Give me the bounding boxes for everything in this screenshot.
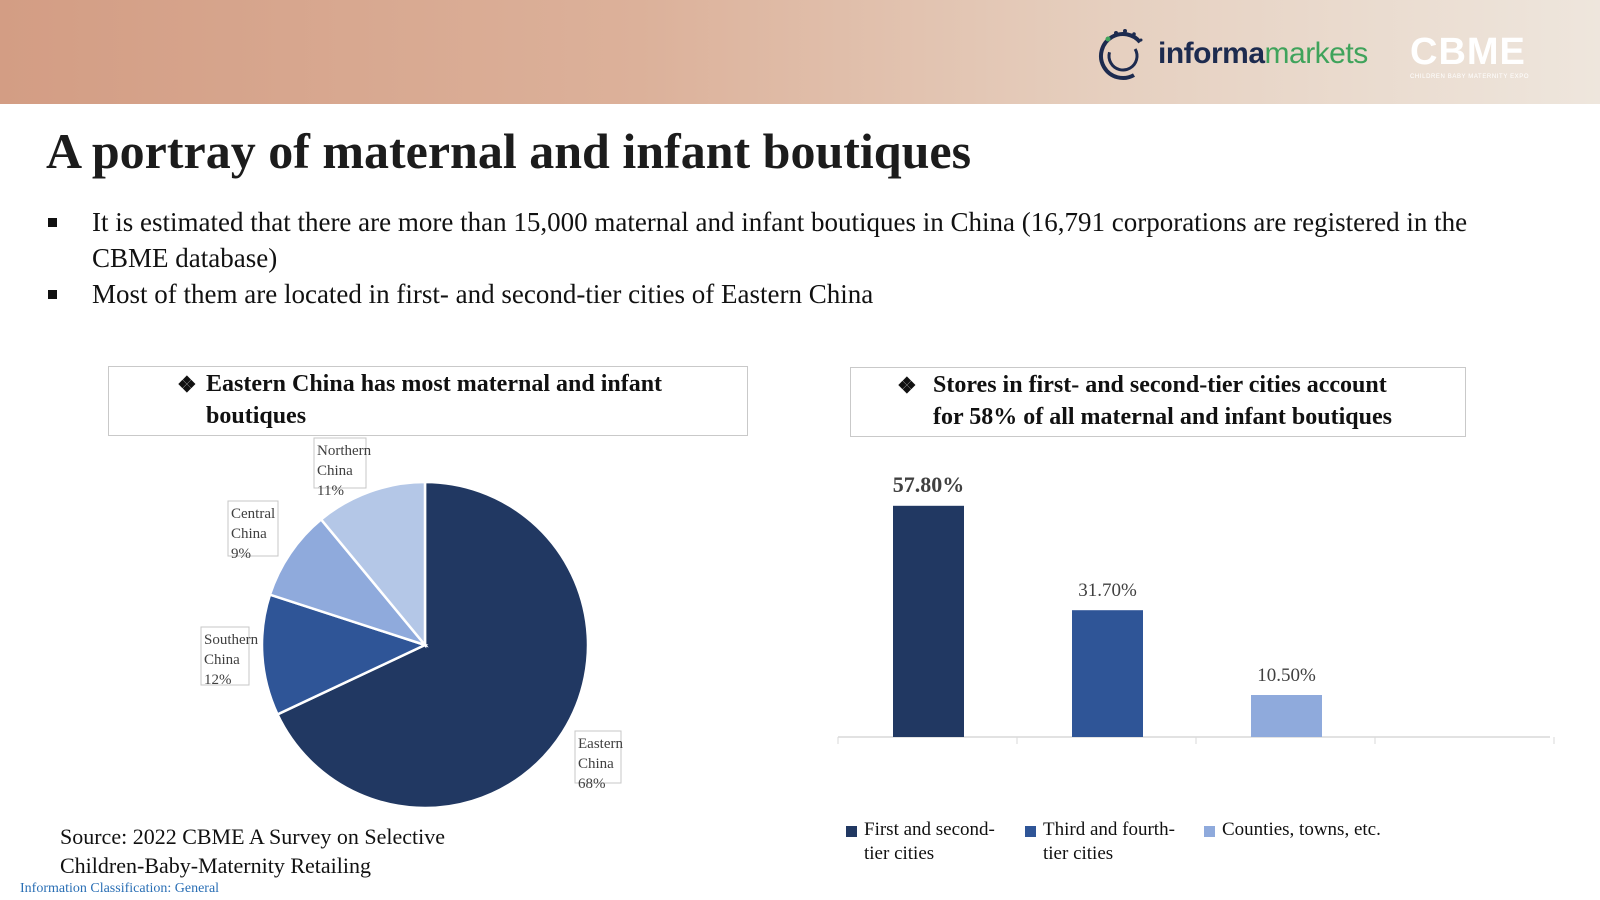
informa-markets-logo: informamarkets <box>1096 26 1368 82</box>
bar-chart: 57.80% 31.70% 10.50% <box>837 472 1555 744</box>
pie-slice <box>319 480 427 649</box>
legend-swatch <box>1204 826 1215 837</box>
classification-label: Information Classification: General <box>20 881 220 896</box>
pie-category-label: Central <box>231 506 275 522</box>
legend-label: First and second- <box>864 819 995 840</box>
bullet-list: It is estimated that there are more than… <box>46 204 1526 312</box>
source-line: Source: 2022 CBME A Survey on Selective <box>60 824 445 849</box>
bar <box>1072 610 1143 737</box>
pie-value-label: 68% <box>578 776 606 792</box>
pie-value-label: 12% <box>204 672 232 688</box>
pie-caption-line1: Eastern China has most maternal and infa… <box>206 371 663 397</box>
pie-chart: Eastern China 68% Southern China 12% Central Ch… <box>200 437 623 810</box>
diamond-star-icon: ❖ <box>177 372 197 397</box>
pie-value-label: 11% <box>317 483 344 499</box>
legend-swatch <box>846 826 857 837</box>
pie-slice <box>268 517 429 648</box>
pie-slice <box>260 593 429 717</box>
legend-label: Counties, towns, etc. <box>1222 819 1381 840</box>
pie-label-box <box>574 730 622 784</box>
bar-caption-box: ❖ Stores in first- and second-tier citie… <box>850 367 1466 437</box>
bullet-square-icon <box>48 218 57 227</box>
cbme-logo-word: CBME <box>1410 31 1526 73</box>
diamond-star-icon: ❖ <box>897 373 917 398</box>
pie-category-label: China <box>317 463 353 479</box>
bullet-item: Most of them are located in first- and s… <box>46 276 1526 312</box>
pie-label-box <box>227 500 279 557</box>
page-title: A portray of maternal and infant boutiqu… <box>46 123 972 179</box>
pie-category-label: China <box>231 526 267 542</box>
pie-slice <box>275 480 590 810</box>
bullet-text: Most of them are located in first- and s… <box>92 279 874 309</box>
pie-caption-line2: boutiques <box>206 403 307 429</box>
pie-label-box <box>200 626 250 686</box>
legend-swatch <box>1025 826 1036 837</box>
pie-category-label: Eastern <box>578 736 623 752</box>
legend-label: tier cities <box>1043 843 1114 864</box>
informa-logo-main: informa <box>1158 37 1265 70</box>
pie-label-box <box>313 437 367 489</box>
bar-value-label: 31.70% <box>1078 580 1137 601</box>
bar-caption-line1: Stores in first- and second-tier cities … <box>933 372 1387 398</box>
source-note: Source: 2022 CBME A Survey on Selective … <box>60 822 445 880</box>
bar-value-label: 57.80% <box>893 472 965 497</box>
bar-caption-line2: for 58% of all maternal and infant bouti… <box>933 404 1392 430</box>
bar <box>893 505 964 737</box>
pie-caption-box: ❖ Eastern China has most maternal and in… <box>108 366 748 436</box>
legend-label: Third and fourth- <box>1043 819 1175 840</box>
source-line: Children-Baby-Maternity Retailing <box>60 853 371 878</box>
pie-category-label: Southern <box>204 632 259 648</box>
informa-logo-accent: markets <box>1264 37 1369 70</box>
bar-value-label: 10.50% <box>1257 665 1316 686</box>
informa-ring-icon <box>1099 29 1147 80</box>
bar <box>1251 695 1322 737</box>
bullet-item: It is estimated that there are more than… <box>46 204 1526 276</box>
bullet-text: It is estimated that there are more than… <box>92 207 1468 273</box>
bullet-square-icon <box>48 290 57 299</box>
pie-category-label: Northern <box>317 443 372 459</box>
cbme-logo-subtitle: CHILDREN BABY MATERNITY EXPO <box>1410 74 1530 80</box>
pie-category-label: China <box>578 756 614 772</box>
header-banner <box>0 0 1600 104</box>
cbme-logo: CBME CHILDREN BABY MATERNITY EXPO <box>1410 32 1548 84</box>
pie-value-label: 9% <box>231 546 251 562</box>
legend-label: tier cities <box>864 843 935 864</box>
pie-category-label: China <box>204 652 240 668</box>
